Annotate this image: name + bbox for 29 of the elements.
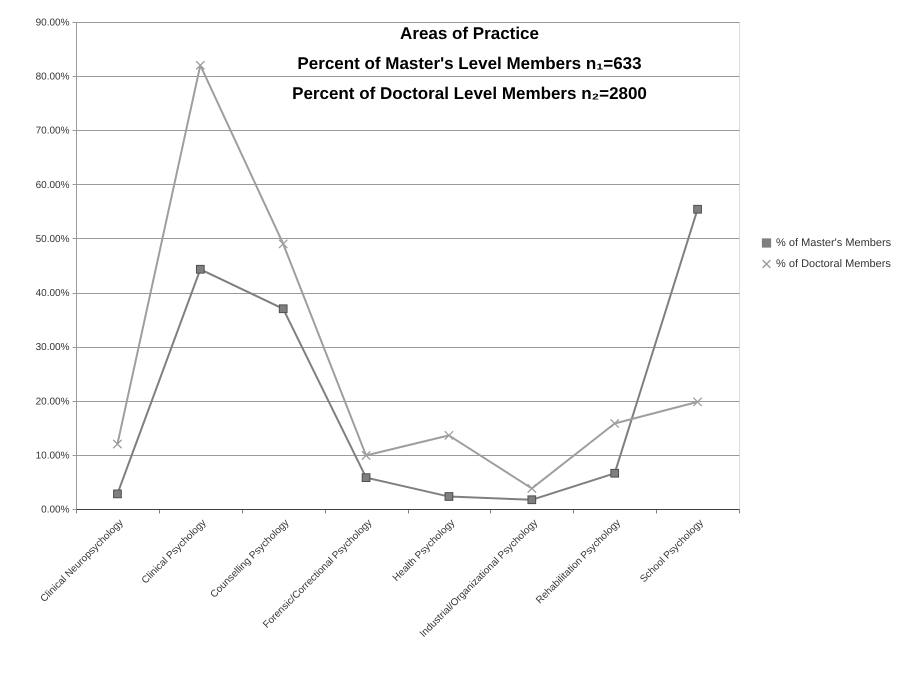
point <box>278 239 288 249</box>
point <box>610 468 620 478</box>
point <box>444 430 454 440</box>
point <box>195 60 206 70</box>
point <box>362 473 370 482</box>
y-tick-label: 90.00% <box>36 18 70 28</box>
point <box>610 418 620 428</box>
legend-label: % of Doctoral Members <box>776 258 892 270</box>
point <box>693 204 702 214</box>
point <box>361 450 371 460</box>
point <box>527 495 536 504</box>
point <box>196 264 205 274</box>
y-tick-label: 60.00% <box>36 180 70 191</box>
point <box>444 492 454 501</box>
y-tick-label: 70.00% <box>36 126 70 137</box>
point <box>112 439 122 449</box>
point <box>278 304 288 314</box>
y-tick-label: 20.00% <box>36 396 70 408</box>
point <box>692 397 702 407</box>
legend-label: % of Master's Members <box>776 237 892 249</box>
text: Areas of Practice Percent of Master's Level Members n₁=633 Percent of Doctoral Level Members n₂=2800 <box>292 24 647 103</box>
point <box>113 489 122 498</box>
y-tick-label: 50.00% <box>36 234 70 245</box>
y-tick-label: 10.00% <box>36 450 70 462</box>
point <box>526 484 537 494</box>
y-tick-label: 40.00% <box>36 288 70 300</box>
y-tick-label: 30.00% <box>36 342 70 354</box>
y-tick-label: 80.00% <box>36 72 70 83</box>
y-tick-label: 0.00% <box>41 504 70 516</box>
